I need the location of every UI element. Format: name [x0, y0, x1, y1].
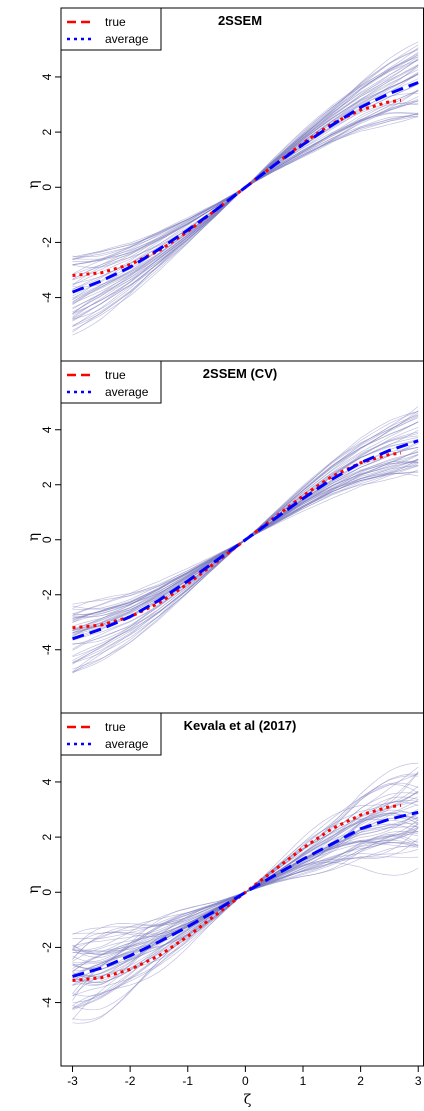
y-tick-label: 2 — [40, 128, 54, 135]
y-tick-label: -4 — [40, 292, 54, 303]
panel-title: 2SSEM (CV) — [203, 366, 277, 381]
replicate-curve — [72, 801, 419, 1021]
legend-box — [60, 712, 162, 756]
replicate-curve — [72, 811, 419, 964]
y-tick-label: 0 — [40, 536, 54, 543]
plot-frame — [60, 360, 424, 714]
panel-title: Kevala et al (2017) — [184, 718, 297, 733]
legend-box — [60, 360, 162, 404]
y-tick-label: 2 — [40, 833, 54, 840]
replicate-curve — [72, 844, 419, 952]
replicate-curve — [72, 470, 419, 605]
replicate-curve — [72, 791, 419, 986]
replicate-curve — [72, 410, 419, 674]
replicate-curve — [72, 838, 419, 972]
legend: true average — [60, 712, 162, 756]
replicate-curve — [72, 458, 419, 632]
x-tick-label: -2 — [125, 1074, 136, 1088]
replicate-curve — [72, 772, 419, 1001]
legend-label: true — [105, 368, 126, 382]
series-average-line — [71, 81, 419, 294]
chart-panel-1: -4 -2 0 2 4 η 2SSEM true average — [26, 7, 424, 362]
legend: true average — [60, 360, 162, 404]
replicate-curve — [72, 834, 419, 958]
y-tick-label: -2 — [40, 942, 54, 953]
chart-panel-2: -4 -2 0 2 4 η 2SSEM (CV) true average — [26, 360, 424, 714]
replicate-curve — [72, 831, 419, 950]
chart-panel-3: -4 -2 0 2 4 -3 -2 -1 0 1 2 3 η ζ Kevala et al (2017) tr… — [26, 712, 424, 1108]
legend-box — [60, 7, 162, 51]
y-tick-label: -4 — [40, 644, 54, 655]
panel-title: 2SSEM — [218, 13, 262, 28]
replicate-curve — [72, 103, 419, 265]
legend-label: average — [105, 385, 149, 399]
legend-label: average — [105, 32, 149, 46]
y-tick-label: 4 — [40, 73, 54, 80]
plot-area — [72, 762, 419, 1024]
replicate-curve — [72, 762, 419, 1009]
x-tick-label: 1 — [300, 1074, 307, 1088]
plot-frame — [60, 712, 424, 1067]
y-tick-label: 4 — [40, 778, 54, 785]
x-tick-label: -3 — [67, 1074, 78, 1088]
x-tick-label: 0 — [242, 1074, 249, 1088]
y-tick-label: 0 — [40, 889, 54, 896]
y-axis-label: η — [26, 885, 42, 893]
replicate-curve — [72, 830, 419, 972]
y-tick-label: 0 — [40, 184, 54, 191]
replicate-curve — [72, 791, 419, 1010]
replicate-curve — [72, 103, 419, 262]
replicate-curve — [72, 840, 419, 954]
series-average-line — [72, 810, 419, 978]
y-tick-label: -2 — [40, 237, 54, 248]
replicate-curve — [72, 410, 419, 673]
replicate-curve — [72, 856, 419, 939]
series-average-line — [72, 439, 419, 641]
y-tick-label: 4 — [40, 426, 54, 433]
x-tick-label: 2 — [357, 1074, 364, 1088]
replicate-curve — [72, 842, 419, 963]
y-tick-label: -2 — [40, 589, 54, 600]
replicate-curve — [72, 96, 419, 275]
y-axis-label: η — [26, 180, 42, 188]
plot-area — [72, 406, 419, 674]
x-tick-label: 3 — [415, 1074, 422, 1088]
y-axis-label: η — [26, 533, 42, 541]
replicate-curve — [72, 814, 419, 977]
plot-frame — [60, 7, 424, 362]
legend-label: true — [105, 15, 126, 29]
replicate-curve — [72, 83, 419, 286]
x-tick-label: -1 — [182, 1074, 193, 1088]
legend-label: average — [105, 737, 149, 751]
replicate-curve — [72, 773, 419, 1024]
replicate-curve — [72, 828, 419, 949]
legend: true average — [60, 7, 162, 51]
plot-area — [71, 41, 419, 336]
series-true-line — [72, 803, 402, 982]
x-axis-label: ζ — [244, 1092, 252, 1108]
y-tick-label: -4 — [40, 997, 54, 1008]
y-tick-label: 2 — [40, 481, 54, 488]
legend-label: true — [105, 720, 126, 734]
